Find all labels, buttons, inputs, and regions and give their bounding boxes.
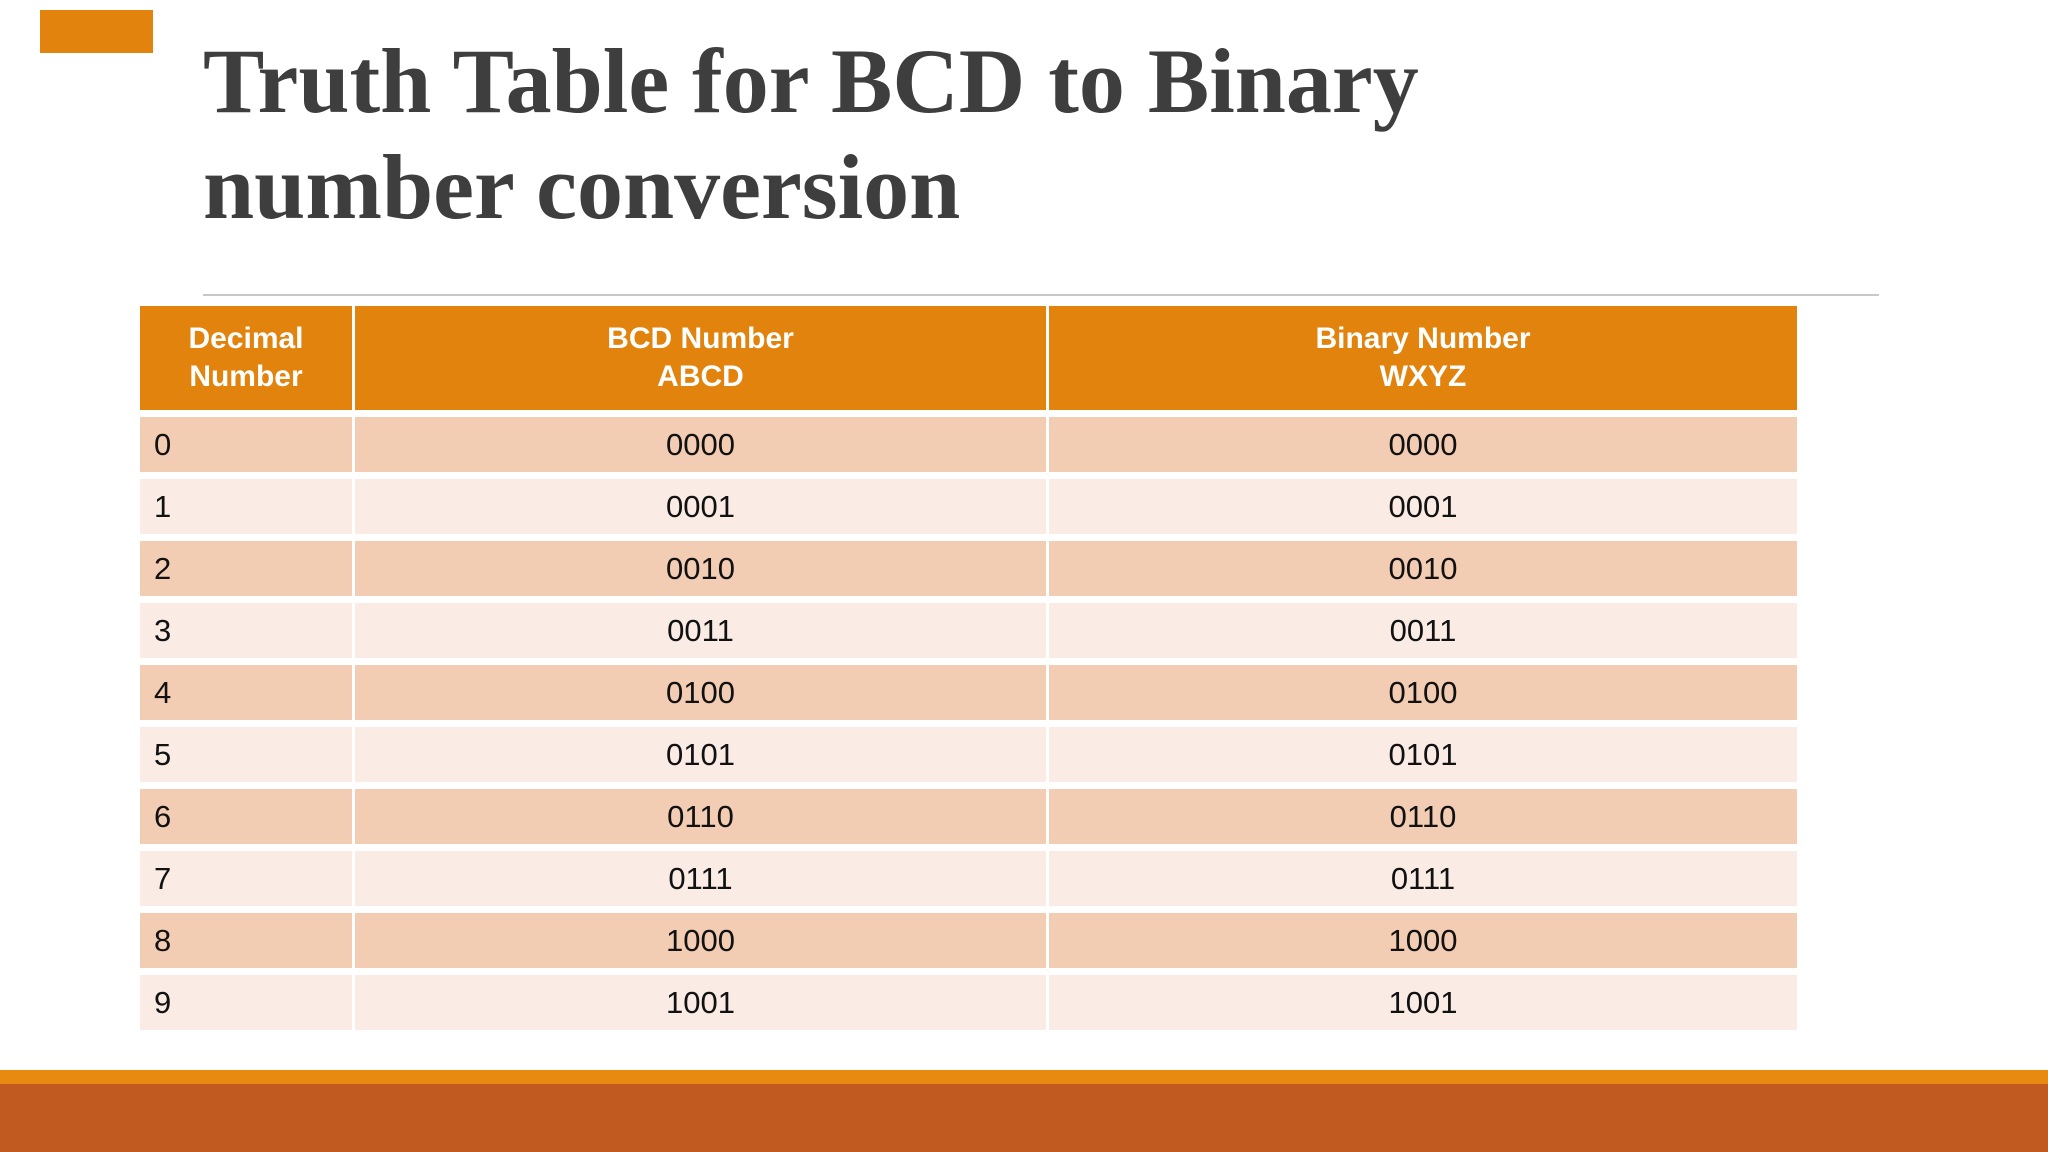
footer-band <box>0 1084 2048 1152</box>
binary-cell: 0000 <box>1049 417 1797 472</box>
binary-cell: 0100 <box>1049 665 1797 720</box>
decimal-cell: 8 <box>140 913 352 968</box>
header-cell-bcd: BCD Number ABCD <box>355 306 1046 410</box>
header-binary-line2: WXYZ <box>1379 360 1467 393</box>
bcd-cell: 0101 <box>355 727 1046 782</box>
decimal-cell: 0 <box>140 417 352 472</box>
header-cell-decimal: Decimal Number <box>140 306 352 410</box>
decimal-cell: 6 <box>140 789 352 844</box>
binary-cell: 1000 <box>1049 913 1797 968</box>
bcd-cell: 0110 <box>355 789 1046 844</box>
slide-title-line1: Truth Table for BCD to Binary <box>203 30 1419 132</box>
binary-cell: 0001 <box>1049 479 1797 534</box>
binary-cell: 0101 <box>1049 727 1797 782</box>
bcd-cell: 0000 <box>355 417 1046 472</box>
bcd-cell: 0011 <box>355 603 1046 658</box>
decimal-cell: 1 <box>140 479 352 534</box>
truth-table: Decimal Number BCD Number ABCD Binary Nu… <box>140 306 1797 1030</box>
table-row: 9 1001 1001 <box>140 975 1797 1030</box>
table-row: 4 0100 0100 <box>140 665 1797 720</box>
table-row: 0 0000 0000 <box>140 417 1797 472</box>
bcd-cell: 0010 <box>355 541 1046 596</box>
binary-cell: 0111 <box>1049 851 1797 906</box>
decimal-cell: 3 <box>140 603 352 658</box>
table-row: 1 0001 0001 <box>140 479 1797 534</box>
decimal-cell: 5 <box>140 727 352 782</box>
bcd-cell: 0100 <box>355 665 1046 720</box>
slide-title-line2: number conversion <box>203 136 961 238</box>
decimal-cell: 2 <box>140 541 352 596</box>
table-row: 2 0010 0010 <box>140 541 1797 596</box>
corner-accent-bar <box>40 10 153 53</box>
header-binary-line1: Binary Number <box>1315 322 1531 355</box>
table-row: 8 1000 1000 <box>140 913 1797 968</box>
table-row: 3 0011 0011 <box>140 603 1797 658</box>
binary-cell: 0110 <box>1049 789 1797 844</box>
table-header-row: Decimal Number BCD Number ABCD Binary Nu… <box>140 306 1797 410</box>
binary-cell: 1001 <box>1049 975 1797 1030</box>
binary-cell: 0010 <box>1049 541 1797 596</box>
bcd-cell: 0111 <box>355 851 1046 906</box>
header-decimal-line1: Decimal <box>188 322 304 355</box>
table-row: 7 0111 0111 <box>140 851 1797 906</box>
table-row: 5 0101 0101 <box>140 727 1797 782</box>
table-row: 6 0110 0110 <box>140 789 1797 844</box>
binary-cell: 0011 <box>1049 603 1797 658</box>
decimal-cell: 9 <box>140 975 352 1030</box>
header-bcd-line2: ABCD <box>657 360 744 393</box>
decimal-cell: 7 <box>140 851 352 906</box>
header-decimal-line2: Number <box>189 360 303 393</box>
bcd-cell: 1001 <box>355 975 1046 1030</box>
header-cell-binary: Binary Number WXYZ <box>1049 306 1797 410</box>
table-body: 0 0000 0000 1 0001 0001 2 0010 0010 3 0011 0011 4 010… <box>140 417 1797 1030</box>
footer-accent-strip <box>0 1070 2048 1084</box>
decimal-cell: 4 <box>140 665 352 720</box>
bcd-cell: 0001 <box>355 479 1046 534</box>
title-underline <box>203 294 1879 296</box>
bcd-cell: 1000 <box>355 913 1046 968</box>
slide-title: Truth Table for BCD to Binary number con… <box>203 28 1703 240</box>
header-bcd-line1: BCD Number <box>607 322 794 355</box>
